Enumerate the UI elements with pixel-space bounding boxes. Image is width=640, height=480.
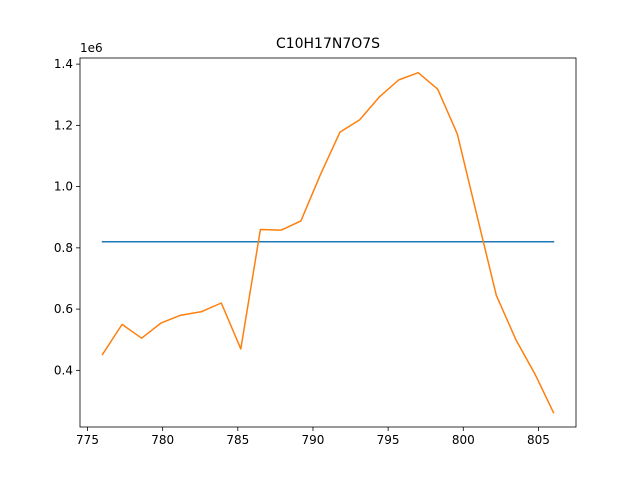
chart-title: C10H17N7O7S bbox=[276, 36, 380, 52]
x-tick-label: 795 bbox=[377, 433, 400, 447]
y-tick-label: 0.8 bbox=[54, 241, 73, 255]
y-tick-label: 0.6 bbox=[54, 302, 73, 316]
x-tick-label: 785 bbox=[226, 433, 249, 447]
axes: 775 780 785 790 795 800 805 0.4 0.6 0.8 1.0 1.2 1.4 bbox=[54, 57, 577, 447]
axes-frame bbox=[79, 57, 577, 428]
x-tick-label: 790 bbox=[302, 433, 325, 447]
x-tick-label: 775 bbox=[76, 433, 99, 447]
x-tick-label: 780 bbox=[151, 433, 174, 447]
y-tick-label: 1.2 bbox=[54, 118, 73, 132]
x-tick-label: 800 bbox=[452, 433, 475, 447]
y-tick-label: 1.4 bbox=[54, 57, 73, 71]
series-line-2 bbox=[101, 71, 555, 414]
y-tick-label: 0.4 bbox=[54, 363, 73, 377]
x-tick-label: 805 bbox=[527, 433, 550, 447]
y-axis-offset-label: 1e6 bbox=[80, 41, 103, 55]
plot-area bbox=[101, 71, 555, 414]
y-tick-label: 1.0 bbox=[54, 180, 73, 194]
